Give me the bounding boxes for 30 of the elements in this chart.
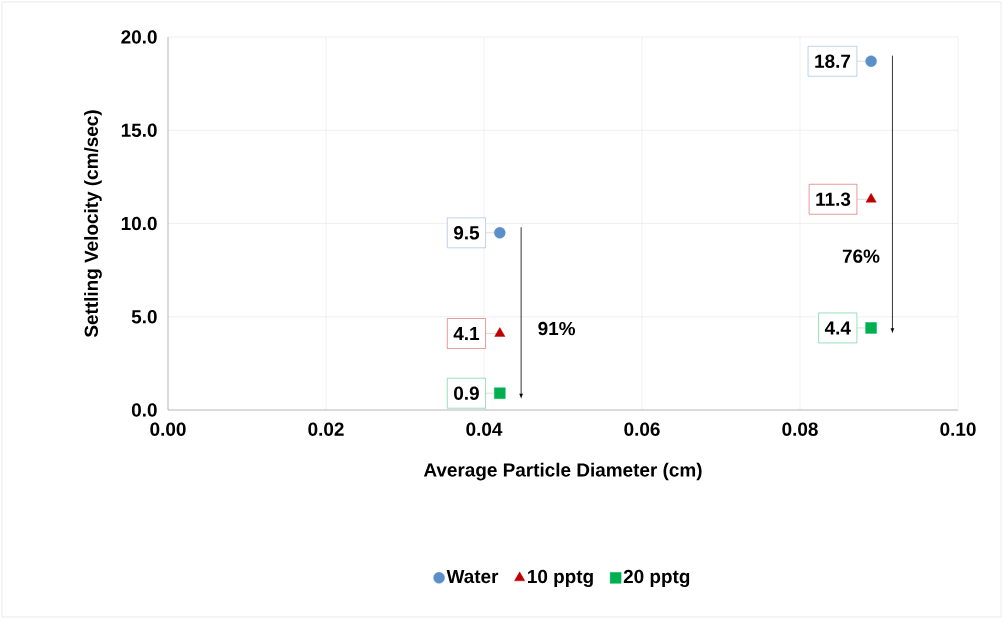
x-tick-label: 0.06 [624, 422, 660, 436]
point [494, 227, 506, 239]
point [494, 387, 506, 399]
y-axis-title: Settling Velocity (cm/sec) [84, 110, 102, 338]
x-tick-label: 0.00 [150, 422, 186, 436]
y-tick-label: 15.0 [121, 123, 157, 137]
y-tick-label: 5.0 [131, 310, 157, 324]
point [865, 322, 877, 334]
annotation: 91% [538, 321, 576, 336]
x-tick-label: 0.10 [940, 422, 976, 436]
legend-label: Water [446, 569, 499, 584]
annotation: 76% [842, 249, 880, 263]
point [865, 55, 877, 67]
data-label: 18.7 [815, 54, 851, 68]
x-tick-label: 0.04 [466, 422, 503, 436]
x-axis-title: Average Particle Diameter (cm) [423, 462, 702, 481]
y-tick-label: 10.0 [121, 216, 157, 231]
legend-label: 20 pptg [623, 569, 690, 588]
x-tick-label: 0.02 [308, 422, 344, 436]
x-tick-label: 0.08 [782, 422, 818, 436]
data-label: 4.4 [824, 321, 851, 335]
y-tick-label: 20.0 [121, 30, 157, 44]
point [494, 327, 506, 337]
data-label: 11.3 [816, 192, 851, 206]
data-label: 0.9 [454, 386, 479, 400]
data-label: 9.5 [453, 226, 480, 240]
legend-label: 10 pptg [528, 569, 593, 588]
y-tick-label: 0.0 [131, 403, 157, 417]
point [865, 193, 877, 203]
data-label: 4.1 [453, 327, 480, 341]
